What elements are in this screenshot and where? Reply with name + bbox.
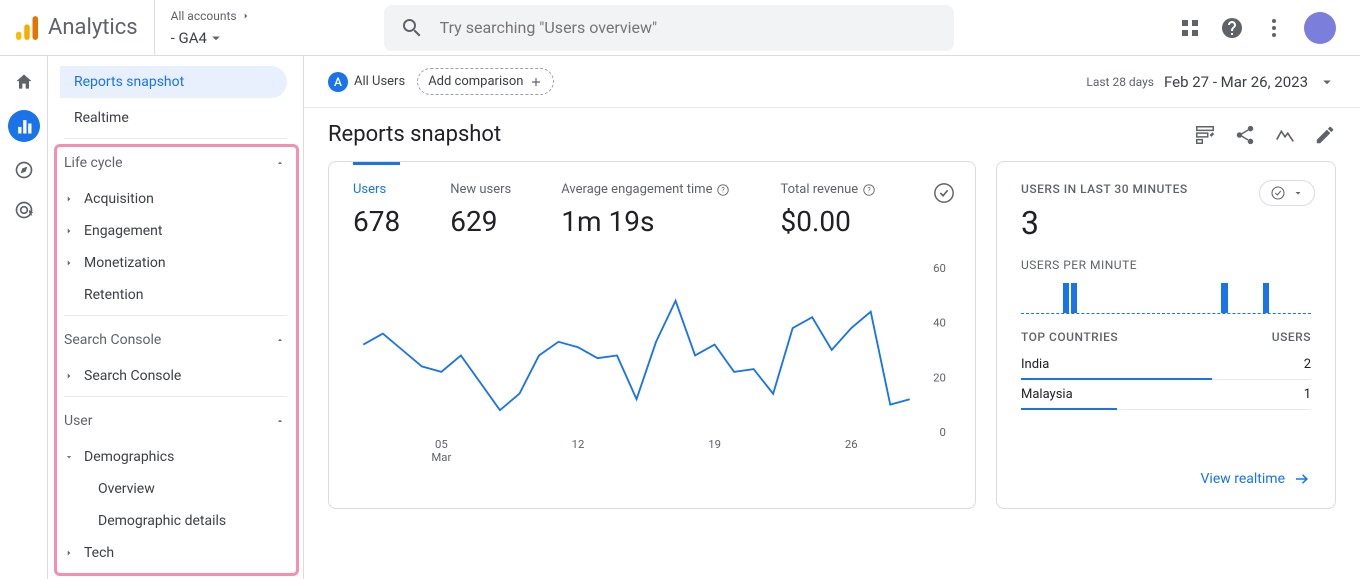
chevron-right-icon: [64, 194, 74, 204]
svg-text:05: 05: [435, 438, 448, 451]
plus-icon: [529, 75, 543, 89]
segment-label: All Users: [354, 74, 405, 89]
per-minute-bars: [1021, 278, 1311, 314]
svg-text:40: 40: [933, 317, 946, 330]
dropdown-icon: [207, 29, 225, 47]
top-countries-users-header: USERS: [1272, 330, 1311, 344]
dropdown-icon: [1292, 187, 1304, 199]
more-icon[interactable]: [1262, 16, 1286, 40]
sidebar-item-demographic-details[interactable]: Demographic details: [48, 505, 303, 537]
sidebar-item-monetization[interactable]: Monetization: [48, 247, 303, 279]
view-realtime-label: View realtime: [1201, 471, 1285, 487]
rail-advertising[interactable]: [12, 198, 36, 222]
arrow-right-icon: [1293, 470, 1311, 488]
main-content: A All Users Add comparison Last 28 days …: [304, 56, 1360, 579]
search-input[interactable]: [440, 18, 938, 37]
add-comparison-label: Add comparison: [428, 74, 523, 89]
sidebar-group-user[interactable]: User: [48, 401, 303, 441]
sidebar-item-acquisition[interactable]: Acquisition: [48, 183, 303, 215]
date-range-value: Feb 27 - Mar 26, 2023: [1164, 73, 1308, 91]
apps-icon[interactable]: [1178, 16, 1202, 40]
account-bottom-label: - GA4: [171, 29, 207, 47]
rail-reports[interactable]: [8, 110, 40, 142]
filter-bar: A All Users Add comparison Last 28 days …: [304, 56, 1360, 108]
realtime-card: USERS IN LAST 30 MINUTES 3 USERS PER MIN…: [996, 161, 1336, 509]
analytics-logo-icon: [16, 16, 38, 40]
customize-icon[interactable]: [1194, 124, 1216, 146]
chevron-right-icon: [64, 258, 74, 268]
help-icon: ?: [716, 183, 730, 197]
per-minute-label: USERS PER MINUTE: [1021, 258, 1311, 272]
svg-text:?: ?: [868, 186, 872, 194]
top-bar: Analytics All accounts - GA4: [0, 0, 1360, 56]
chevron-up-icon: [275, 158, 285, 168]
date-range-label: Last 28 days: [1086, 75, 1154, 89]
search-bar: [384, 5, 954, 51]
date-range-picker[interactable]: Last 28 days Feb 27 - Mar 26, 2023: [1086, 73, 1336, 91]
dropdown-icon: [1318, 73, 1336, 91]
account-top-label: All accounts: [171, 9, 237, 23]
metric-new-users[interactable]: New users629: [450, 182, 511, 238]
title-bar: Reports snapshot: [304, 108, 1360, 161]
sidebar-item-tech[interactable]: Tech: [48, 537, 303, 569]
metric-users[interactable]: Users678: [353, 182, 400, 238]
chevron-up-icon: [275, 416, 285, 426]
svg-text:?: ?: [722, 186, 726, 194]
sidebar-item-demographics[interactable]: Demographics: [48, 441, 303, 473]
chevron-down-icon: [64, 452, 74, 462]
svg-text:20: 20: [933, 371, 946, 384]
metric-total-revenue[interactable]: Total revenue ?$0.00: [780, 182, 876, 238]
add-comparison-button[interactable]: Add comparison: [417, 68, 554, 95]
segment-badge: A: [328, 72, 348, 92]
svg-text:0: 0: [939, 426, 945, 439]
sidebar-group-life-cycle[interactable]: Life cycle: [48, 143, 303, 183]
view-realtime-link[interactable]: View realtime: [1021, 470, 1311, 488]
sidebar-item-realtime[interactable]: Realtime: [60, 102, 287, 134]
top-right-actions: [1178, 12, 1352, 44]
segment-chip[interactable]: A All Users: [328, 72, 405, 92]
check-circle-icon: [1270, 185, 1286, 201]
insights-icon[interactable]: [1274, 124, 1296, 146]
brand-text: Analytics: [48, 15, 138, 40]
svg-text:12: 12: [572, 438, 585, 451]
share-icon[interactable]: [1234, 124, 1256, 146]
chevron-right-icon: [64, 548, 74, 558]
page-title: Reports snapshot: [328, 122, 501, 147]
chevron-right-icon: [64, 226, 74, 236]
search-icon: [400, 16, 424, 40]
sidebar-group-search-console[interactable]: Search Console: [48, 320, 303, 360]
top-countries-header: TOP COUNTRIES: [1021, 330, 1118, 344]
help-icon: ?: [862, 183, 876, 197]
chevron-right-icon: [64, 371, 74, 381]
line-chart: 0 20 40 60 05 12 19 26 Mar: [353, 262, 951, 462]
account-selector[interactable]: All accounts - GA4: [154, 0, 314, 55]
verified-icon[interactable]: [933, 182, 955, 204]
sidebar-item-retention[interactable]: Retention: [48, 279, 303, 311]
sidebar-item-engagement[interactable]: Engagement: [48, 215, 303, 247]
realtime-value: 3: [1021, 204, 1311, 242]
sidebar-item-reports-snapshot[interactable]: Reports snapshot: [60, 66, 287, 98]
chevron-right-icon: [241, 11, 251, 21]
svg-text:Mar: Mar: [431, 451, 451, 462]
country-row: Malaysia1: [1021, 380, 1311, 410]
overview-card: Users678 New users629 Average engagement t…: [328, 161, 976, 509]
metrics-row: Users678 New users629 Average engagement t…: [353, 182, 951, 238]
nav-rail: [0, 56, 48, 579]
avatar[interactable]: [1304, 12, 1336, 44]
help-icon[interactable]: [1220, 16, 1244, 40]
sidebar-item-search-console[interactable]: Search Console: [48, 360, 303, 392]
svg-text:60: 60: [933, 262, 946, 275]
metric-average-engagement-time[interactable]: Average engagement time ?1m 19s: [561, 182, 730, 238]
edit-icon[interactable]: [1314, 124, 1336, 146]
country-row: India2: [1021, 350, 1311, 380]
sidebar: Reports snapshot Realtime Life cycleAcquis…: [48, 56, 304, 579]
realtime-verified-selector[interactable]: [1259, 180, 1315, 206]
chevron-up-icon: [275, 335, 285, 345]
rail-home[interactable]: [12, 70, 36, 94]
svg-text:26: 26: [845, 438, 858, 451]
svg-text:19: 19: [708, 438, 721, 451]
rail-explore[interactable]: [12, 158, 36, 182]
sidebar-item-overview[interactable]: Overview: [48, 473, 303, 505]
logo[interactable]: Analytics: [8, 15, 154, 40]
